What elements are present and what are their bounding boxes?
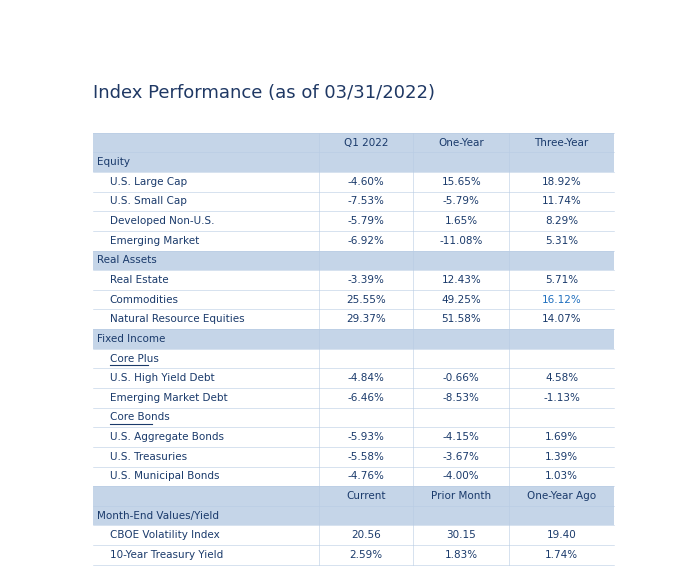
Text: -3.39%: -3.39% <box>348 275 384 285</box>
Text: -7.53%: -7.53% <box>348 197 384 206</box>
Bar <box>92 231 614 250</box>
Text: Current: Current <box>347 491 386 501</box>
Text: 1.39%: 1.39% <box>545 452 578 462</box>
Text: Commodities: Commodities <box>110 295 178 305</box>
Bar <box>92 250 614 270</box>
Text: 30.15: 30.15 <box>446 530 476 540</box>
Text: 5.31%: 5.31% <box>545 236 578 246</box>
Text: 2.59%: 2.59% <box>349 550 382 560</box>
Text: -6.46%: -6.46% <box>348 393 384 403</box>
Text: 18.92%: 18.92% <box>542 177 582 187</box>
Bar <box>92 152 614 172</box>
Text: CBOE Volatility Index: CBOE Volatility Index <box>110 530 219 540</box>
Bar <box>92 172 614 191</box>
Bar <box>92 447 614 466</box>
Text: -11.08%: -11.08% <box>440 236 483 246</box>
Text: 10-Year Treasury Yield: 10-Year Treasury Yield <box>110 550 223 560</box>
Bar <box>92 290 614 309</box>
Text: One-Year: One-Year <box>438 138 484 148</box>
Text: 1.65%: 1.65% <box>444 216 477 226</box>
Text: 14.07%: 14.07% <box>542 314 582 324</box>
Text: 20.56: 20.56 <box>351 530 381 540</box>
Text: -4.15%: -4.15% <box>443 432 480 442</box>
Text: U.S. Aggregate Bonds: U.S. Aggregate Bonds <box>110 432 224 442</box>
Text: 49.25%: 49.25% <box>442 295 481 305</box>
Text: 8.29%: 8.29% <box>545 216 578 226</box>
Bar <box>92 329 614 349</box>
Text: -5.93%: -5.93% <box>348 432 384 442</box>
Text: -4.60%: -4.60% <box>348 177 384 187</box>
Text: -4.84%: -4.84% <box>348 373 384 383</box>
Text: -5.79%: -5.79% <box>348 216 384 226</box>
Text: 1.03%: 1.03% <box>545 472 578 481</box>
Bar <box>92 309 614 329</box>
Bar <box>92 211 614 231</box>
Bar <box>92 506 614 525</box>
Text: One-Year Ago: One-Year Ago <box>527 491 596 501</box>
Text: Prior Month: Prior Month <box>431 491 491 501</box>
Text: 51.58%: 51.58% <box>442 314 481 324</box>
Text: 5.71%: 5.71% <box>545 275 578 285</box>
Bar <box>92 486 614 506</box>
Bar <box>92 407 614 427</box>
Text: 4.58%: 4.58% <box>545 373 578 383</box>
Text: 15.65%: 15.65% <box>442 177 481 187</box>
Bar <box>92 466 614 486</box>
Text: 11.74%: 11.74% <box>542 197 582 206</box>
Text: 1.69%: 1.69% <box>545 432 578 442</box>
Text: 1.74%: 1.74% <box>545 550 578 560</box>
Text: Fixed Income: Fixed Income <box>96 334 165 344</box>
Bar <box>92 545 614 564</box>
Text: U.S. Large Cap: U.S. Large Cap <box>110 177 187 187</box>
Text: 29.37%: 29.37% <box>347 314 386 324</box>
Bar <box>92 388 614 407</box>
Bar <box>92 191 614 211</box>
Text: Emerging Market: Emerging Market <box>110 236 199 246</box>
Text: Core Plus: Core Plus <box>110 354 158 363</box>
Text: Equity: Equity <box>96 157 130 167</box>
Text: U.S. High Yield Debt: U.S. High Yield Debt <box>110 373 214 383</box>
Text: Developed Non-U.S.: Developed Non-U.S. <box>110 216 214 226</box>
Text: -1.13%: -1.13% <box>543 393 580 403</box>
Text: Real Assets: Real Assets <box>96 256 156 265</box>
Bar <box>92 133 614 152</box>
Bar <box>92 270 614 290</box>
Text: 25.55%: 25.55% <box>347 295 386 305</box>
Text: Emerging Market Debt: Emerging Market Debt <box>110 393 227 403</box>
Text: 16.12%: 16.12% <box>542 295 582 305</box>
Text: -0.66%: -0.66% <box>443 373 480 383</box>
Text: 12.43%: 12.43% <box>442 275 481 285</box>
Text: U.S. Municipal Bonds: U.S. Municipal Bonds <box>110 472 219 481</box>
Text: Q1 2022: Q1 2022 <box>344 138 389 148</box>
Text: -6.92%: -6.92% <box>348 236 384 246</box>
Text: Core Bonds: Core Bonds <box>110 413 169 422</box>
Bar <box>92 349 614 368</box>
Bar <box>92 368 614 388</box>
Text: U.S. Treasuries: U.S. Treasuries <box>110 452 187 462</box>
Text: -8.53%: -8.53% <box>443 393 480 403</box>
Text: U.S. Small Cap: U.S. Small Cap <box>110 197 187 206</box>
Text: 19.40: 19.40 <box>546 530 577 540</box>
Text: Three-Year: Three-Year <box>535 138 588 148</box>
Bar <box>92 427 614 447</box>
Bar <box>92 525 614 545</box>
Text: Month-End Values/Yield: Month-End Values/Yield <box>96 511 219 521</box>
Text: -4.76%: -4.76% <box>348 472 384 481</box>
Text: Real Estate: Real Estate <box>110 275 168 285</box>
Text: -4.00%: -4.00% <box>443 472 480 481</box>
Text: 1.83%: 1.83% <box>444 550 477 560</box>
Text: -3.67%: -3.67% <box>443 452 480 462</box>
Text: Natural Resource Equities: Natural Resource Equities <box>110 314 244 324</box>
Text: -5.58%: -5.58% <box>348 452 384 462</box>
Text: -5.79%: -5.79% <box>443 197 480 206</box>
Text: Index Performance (as of 03/31/2022): Index Performance (as of 03/31/2022) <box>92 84 435 102</box>
